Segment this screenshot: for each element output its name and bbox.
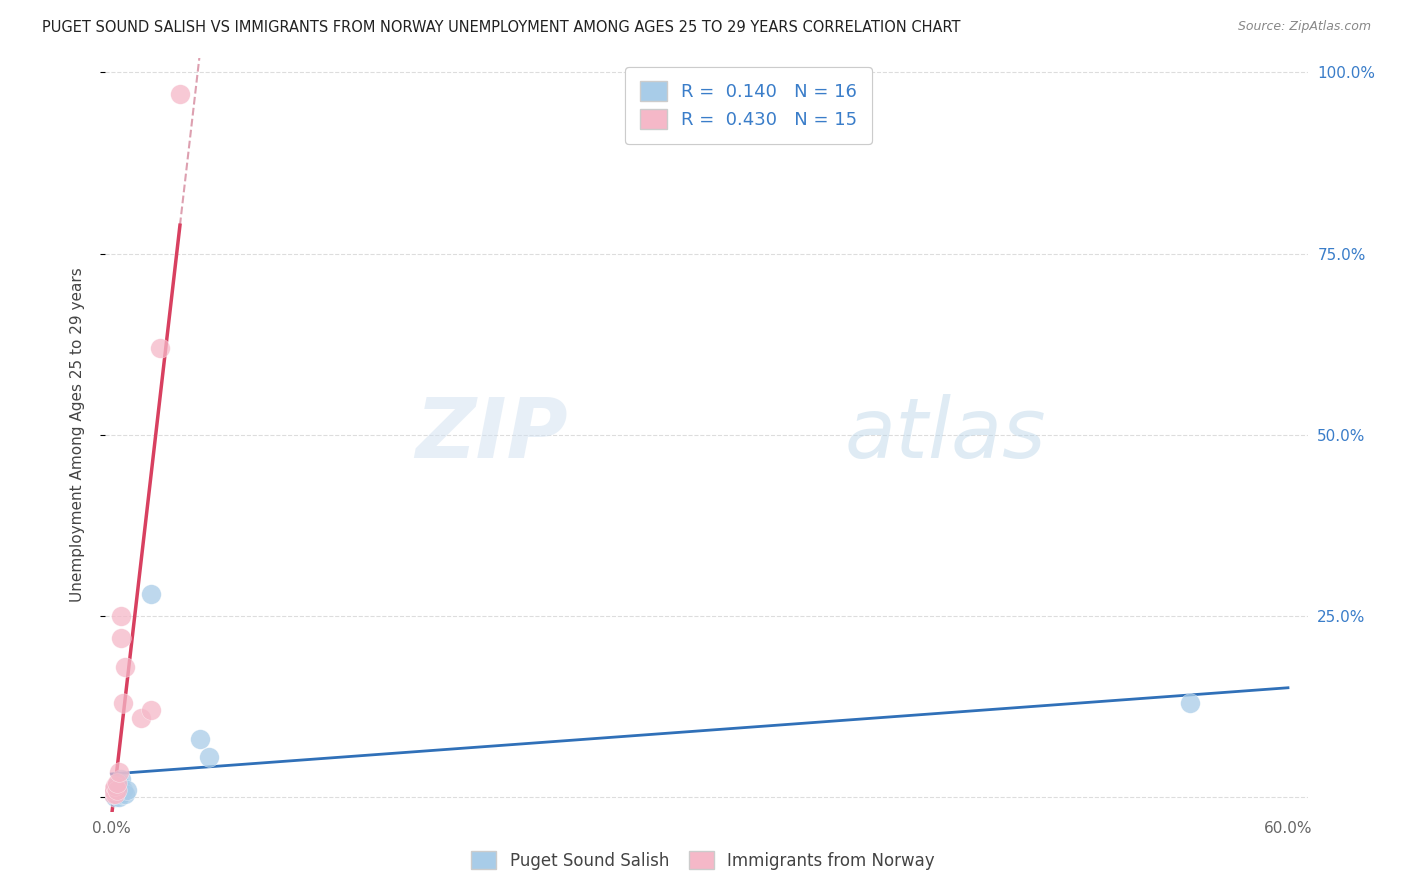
Point [103,787,125,801]
Point [1178,696,1201,710]
Point [105,787,128,801]
Point [139,587,162,601]
Point [110,631,132,645]
Point [110,772,132,786]
Point [169,87,191,102]
Point [104,790,127,805]
Legend: R =  0.140   N = 16, R =  0.430   N = 15: R = 0.140 N = 16, R = 0.430 N = 15 [626,67,872,144]
Point [115,783,138,797]
Point [198,750,221,764]
Point [188,732,211,747]
Point [103,783,125,797]
Text: Source: ZipAtlas.com: Source: ZipAtlas.com [1237,20,1371,33]
Point [104,783,127,797]
Text: ZIP: ZIP [416,394,568,475]
Text: PUGET SOUND SALISH VS IMMIGRANTS FROM NORWAY UNEMPLOYMENT AMONG AGES 25 TO 29 YE: PUGET SOUND SALISH VS IMMIGRANTS FROM NO… [42,20,960,35]
Point [105,780,128,794]
Point [108,790,131,805]
Point [114,660,136,674]
Point [104,787,127,801]
Point [112,696,135,710]
Point [114,787,136,801]
Y-axis label: Unemployment Among Ages 25 to 29 years: Unemployment Among Ages 25 to 29 years [70,268,84,602]
Point [110,609,132,624]
Point [104,780,127,794]
Point [108,775,131,790]
Text: atlas: atlas [845,394,1046,475]
Point [108,764,131,779]
Point [103,787,125,801]
Point [105,783,128,797]
Legend: Puget Sound Salish, Immigrants from Norway: Puget Sound Salish, Immigrants from Norw… [464,845,942,877]
Point [139,703,162,717]
Point [129,710,152,724]
Point [110,787,132,801]
Point [105,775,128,790]
Point [112,783,135,797]
Point [149,341,172,355]
